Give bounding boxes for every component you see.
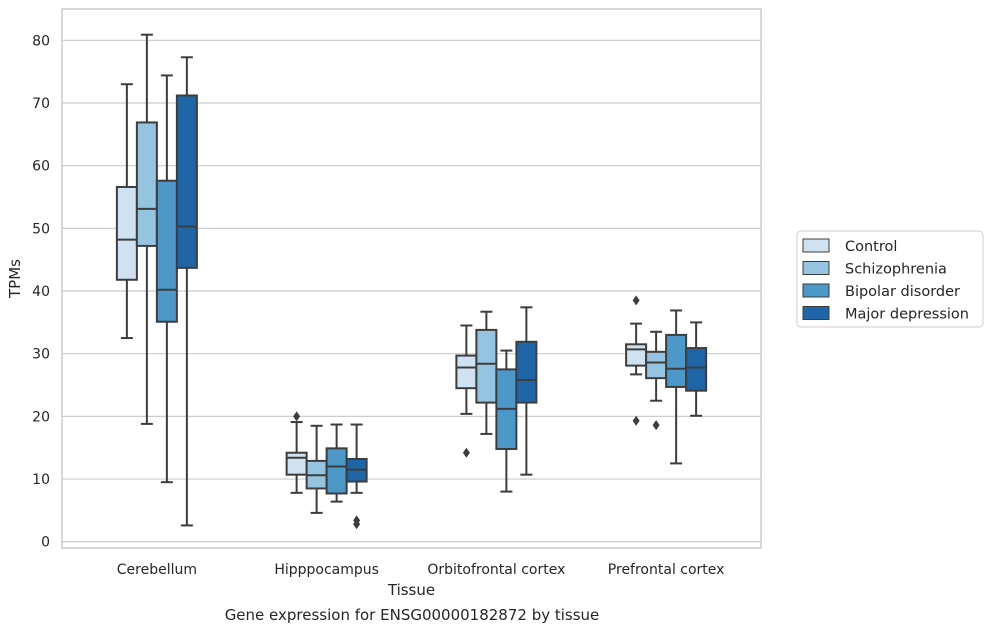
box-body — [455, 354, 478, 390]
box-group — [665, 309, 688, 465]
box-group — [495, 349, 518, 493]
x-tick-label: Prefrontal cortex — [608, 562, 725, 578]
box-group — [515, 306, 538, 476]
box-body — [135, 121, 158, 247]
box-group — [345, 423, 368, 530]
x-tick-label: Orbitofrontal cortex — [427, 562, 565, 578]
box-body — [115, 185, 138, 281]
box-group — [625, 295, 648, 426]
outlier-point — [632, 295, 640, 306]
legend-label: Control — [845, 239, 897, 255]
plot-area-frame — [61, 8, 762, 549]
legend-label: Major depression — [845, 307, 969, 323]
y-axis-label: TPMs — [6, 259, 24, 299]
box-body — [325, 447, 348, 495]
box-body — [475, 328, 498, 404]
y-tick-label: 80 — [32, 33, 50, 49]
x-axis-label: Tissue — [387, 581, 435, 599]
box-group — [135, 33, 158, 425]
box-body — [175, 94, 198, 269]
y-tick-labels: 0 10 20 30 40 50 60 70 80 — [32, 33, 50, 550]
outlier-point — [293, 411, 301, 422]
outlier-point — [632, 415, 640, 426]
y-tick-label: 30 — [32, 347, 50, 363]
outlier-point — [652, 420, 660, 431]
box-body — [685, 347, 708, 392]
legend: Control Schizophrenia Bipolar disorder Majo… — [796, 230, 984, 328]
legend-swatch — [802, 238, 830, 253]
legend-swatch — [802, 283, 830, 298]
y-tick-label: 40 — [32, 284, 50, 300]
boxes — [115, 33, 708, 530]
x-tick-labels: Cerebellum Hipppocampus Orbitofrontal cort… — [117, 562, 725, 578]
box-body — [625, 343, 648, 367]
outlier-point — [462, 447, 470, 458]
legend-frame — [796, 230, 984, 328]
box-group — [175, 56, 198, 527]
box-group — [305, 424, 328, 514]
y-tick-label: 70 — [32, 96, 50, 112]
box-group — [285, 411, 308, 494]
legend-swatch — [802, 306, 830, 320]
legend-swatch — [802, 261, 830, 275]
box-group — [155, 74, 178, 484]
box-body — [285, 451, 308, 476]
box-body — [665, 333, 688, 388]
box-group — [115, 83, 138, 340]
legend-label: Schizophrenia — [845, 262, 947, 278]
box-group — [475, 310, 498, 435]
y-tick-label: 50 — [32, 221, 50, 237]
box-body — [155, 179, 178, 323]
box-group — [325, 423, 348, 503]
y-tick-label: 20 — [32, 409, 50, 425]
box-group — [685, 321, 708, 417]
x-tick-label: Hipppocampus — [274, 562, 379, 578]
y-tick-label: 60 — [32, 159, 50, 175]
y-tick-label: 0 — [41, 535, 50, 551]
y-tick-label: 10 — [32, 472, 50, 488]
box-body — [515, 340, 538, 404]
outlier-point — [353, 519, 361, 530]
box-group — [455, 324, 478, 458]
x-tick-label: Cerebellum — [117, 562, 197, 578]
box-body — [645, 350, 668, 380]
box-group — [645, 330, 668, 431]
legend-label: Bipolar disorder — [845, 284, 960, 300]
figure-caption: Gene expression for ENSG00000182872 by t… — [224, 606, 600, 624]
